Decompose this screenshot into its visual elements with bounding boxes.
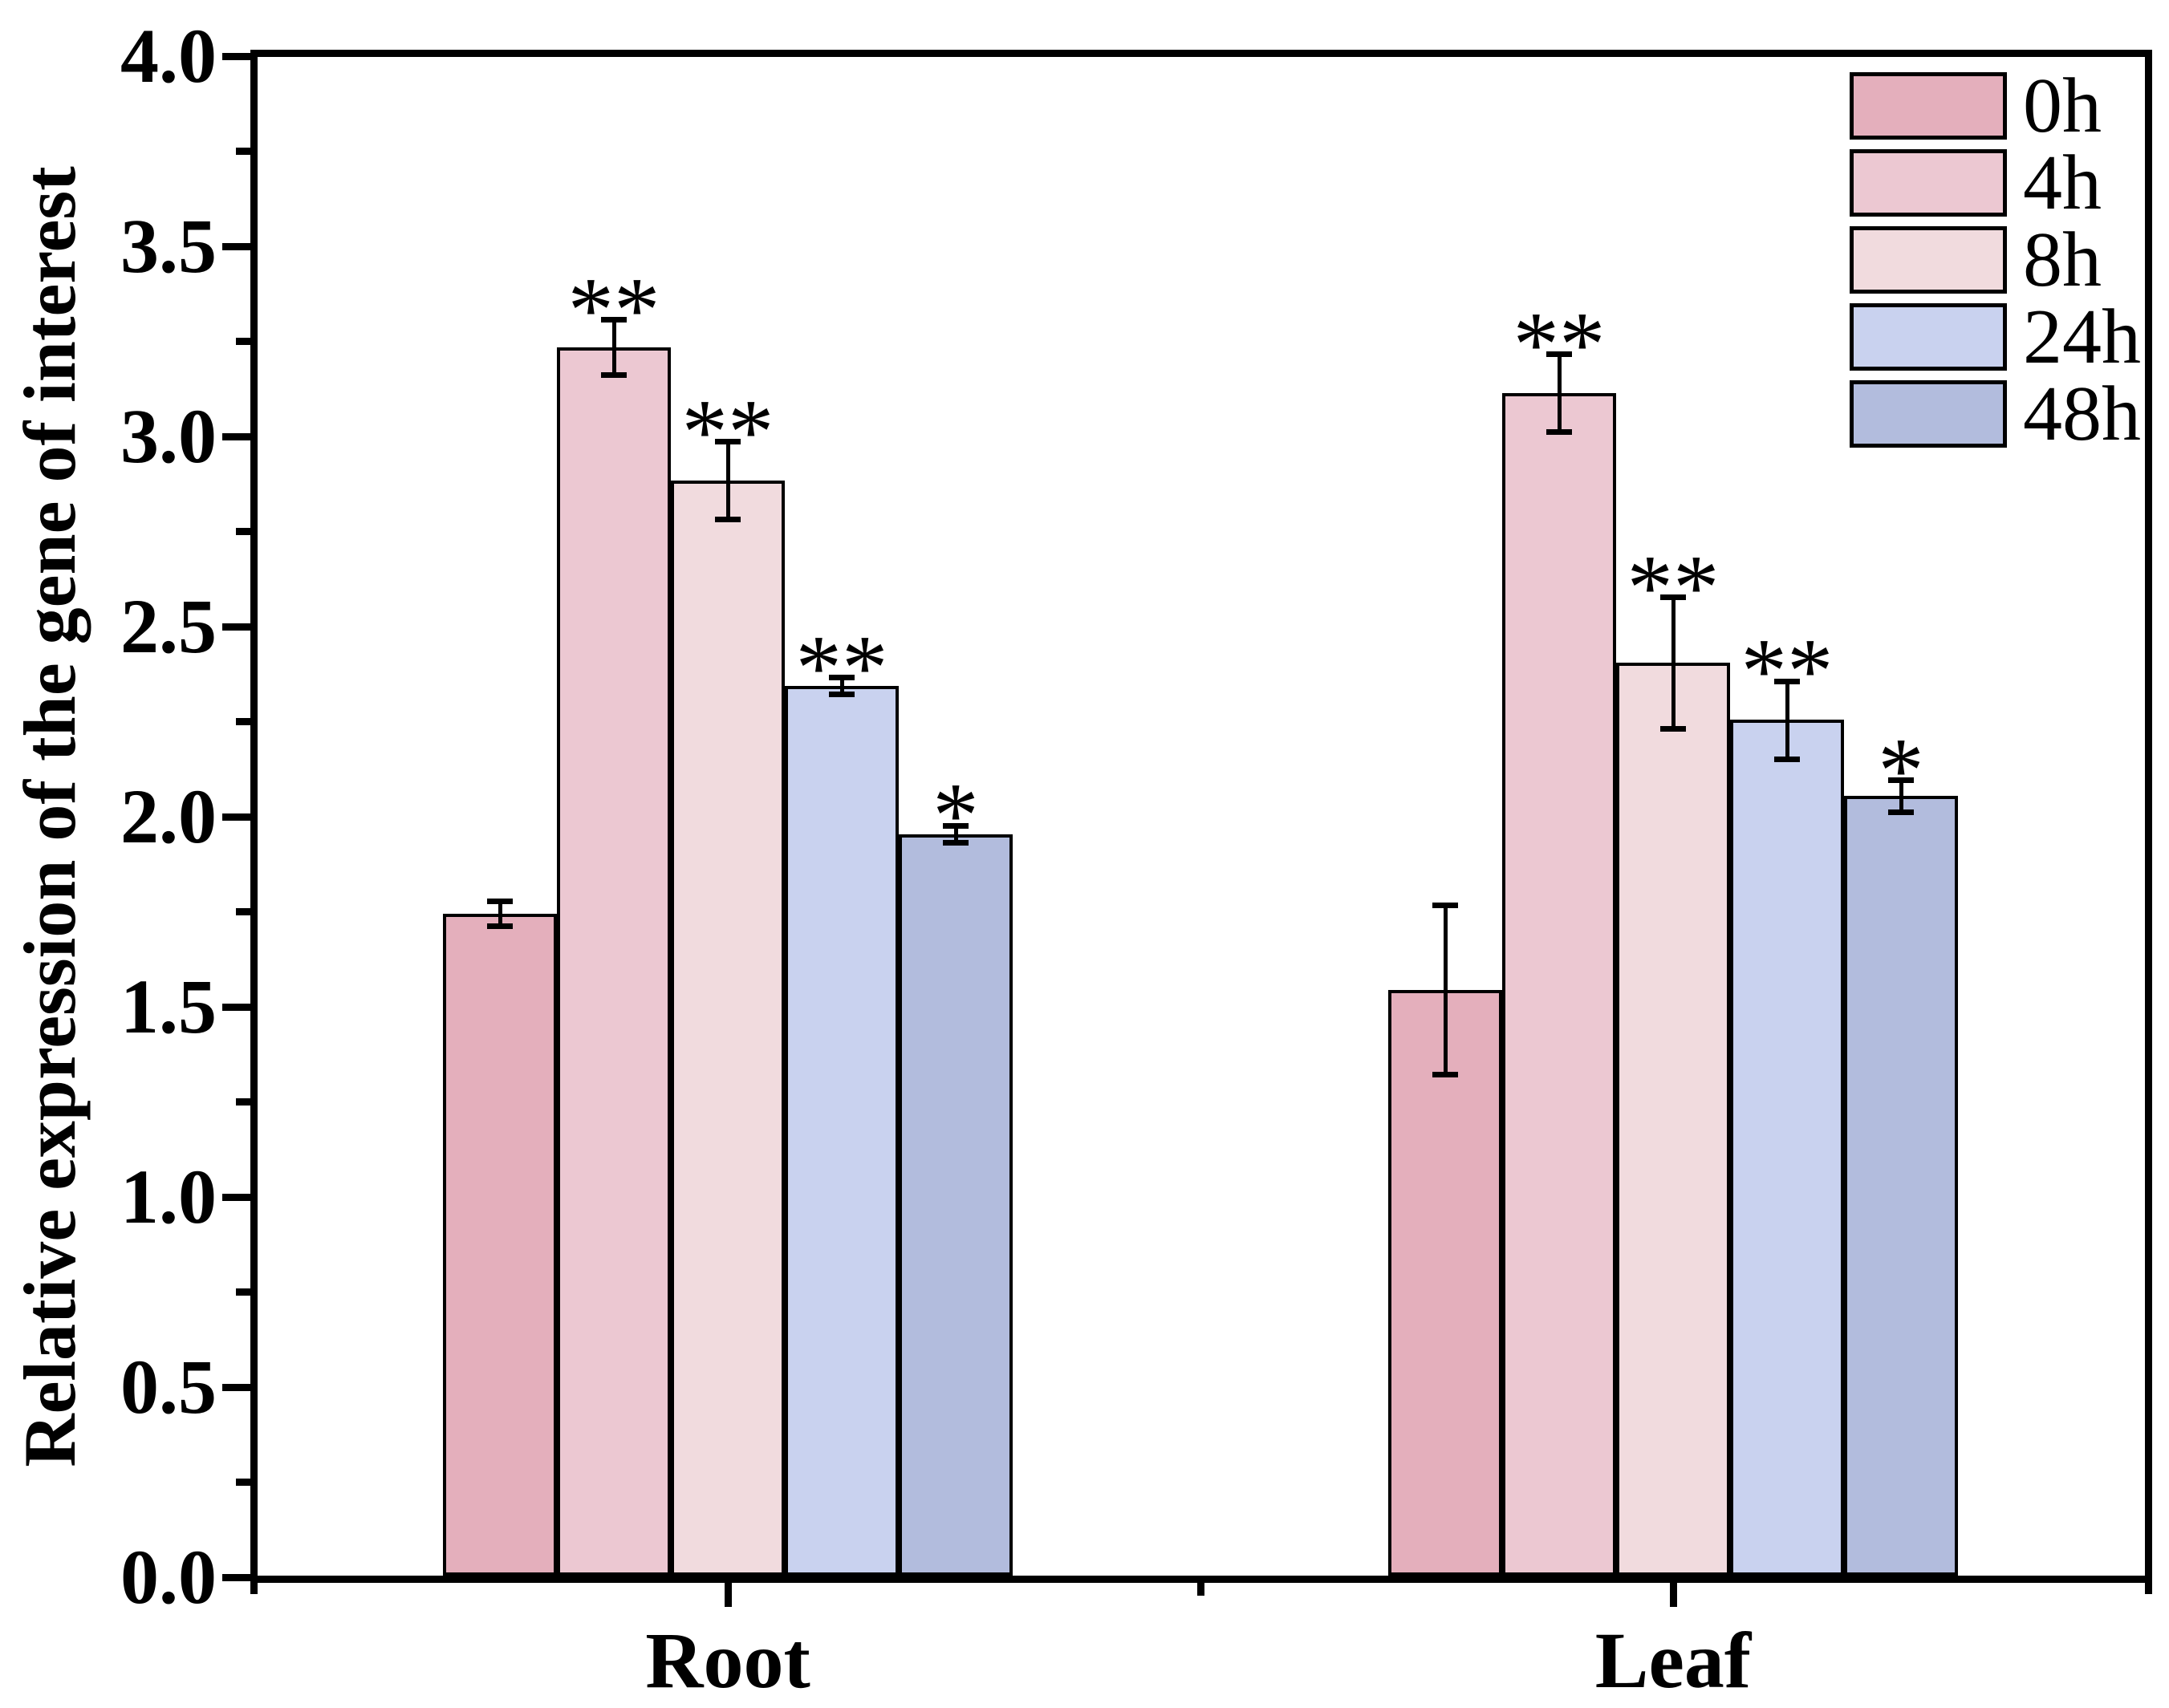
y-major-tick <box>222 1004 250 1011</box>
y-tick-label: 0.0 <box>120 1534 217 1620</box>
significance-marker: ** <box>567 259 660 361</box>
legend-item-0h: 0h <box>1850 63 2169 149</box>
legend-label-24h: 24h <box>2023 294 2141 380</box>
error-bar-cap-bottom <box>829 692 855 697</box>
error-bar-cap-top <box>943 823 969 829</box>
legend-swatch-24h <box>1850 303 2007 371</box>
plot-area: ** ** ** * ** ** ** * <box>258 57 2145 1576</box>
y-minor-tick <box>236 1288 250 1296</box>
significance-marker: * <box>1878 720 1924 822</box>
significance-marker: ** <box>1513 294 1606 396</box>
legend-label-4h: 4h <box>2023 140 2102 226</box>
bar-root-0h <box>443 914 557 1576</box>
bar-leaf-24h <box>1730 720 1844 1576</box>
error-bar-cap-bottom <box>943 840 969 846</box>
error-bar-stem <box>1785 679 1789 762</box>
y-minor-tick <box>236 338 250 345</box>
error-bar-cap-top <box>601 317 627 323</box>
y-major-tick <box>222 433 250 440</box>
error-bar-stem <box>1899 777 1903 815</box>
error-bar-cap-bottom <box>1546 429 1572 435</box>
y-major-tick <box>222 1194 250 1201</box>
significance-marker: ** <box>1627 537 1720 639</box>
y-minor-tick <box>236 1098 250 1106</box>
error-bar-stem <box>1671 594 1675 732</box>
error-bar-cap-top <box>715 439 741 444</box>
y-tick-label: 3.0 <box>120 393 217 479</box>
x-category-label-root: Root <box>645 1616 810 1705</box>
y-major-tick <box>222 813 250 821</box>
significance-marker: ** <box>1740 620 1834 722</box>
error-bar-stem <box>498 899 502 929</box>
y-minor-tick <box>236 908 250 915</box>
error-bar-cap-top <box>1432 903 1458 908</box>
bar-leaf-48h <box>1844 796 1958 1576</box>
y-major-tick <box>222 1384 250 1391</box>
bar-root-24h <box>785 686 899 1576</box>
error-bar-stem <box>611 317 616 378</box>
y-major-tick <box>222 53 250 60</box>
legend-item-48h: 48h <box>1850 371 2169 457</box>
error-bar-cap-bottom <box>601 372 627 378</box>
legend-label-8h: 8h <box>2023 217 2102 303</box>
y-minor-tick <box>236 148 250 155</box>
bar-root-8h <box>671 481 785 1576</box>
error-bar-cap-bottom <box>1432 1072 1458 1077</box>
legend-item-8h: 8h <box>1850 217 2169 303</box>
y-tick-label: 2.0 <box>120 773 217 859</box>
error-bar-cap-bottom <box>1774 757 1800 762</box>
x-major-tick <box>725 1583 732 1607</box>
y-minor-tick <box>236 528 250 535</box>
significance-marker: ** <box>681 381 774 483</box>
bar-leaf-4h <box>1502 393 1616 1576</box>
x-category-label-leaf: Leaf <box>1594 1616 1752 1705</box>
bar-leaf-8h <box>1616 663 1730 1576</box>
y-major-tick <box>222 1574 250 1581</box>
error-bar-cap-bottom <box>487 923 513 929</box>
y-major-tick <box>222 623 250 631</box>
legend-swatch-8h <box>1850 226 2007 294</box>
y-tick-label: 4.0 <box>120 13 217 99</box>
y-tick-label: 3.5 <box>120 203 217 289</box>
error-bar-cap-bottom <box>1888 809 1914 815</box>
error-bar-cap-top <box>1546 351 1572 357</box>
error-bar-cap-bottom <box>1660 726 1686 732</box>
y-tick-label: 1.0 <box>120 1154 217 1239</box>
legend-label-48h: 48h <box>2023 371 2141 457</box>
legend-swatch-0h <box>1850 72 2007 140</box>
legend-item-24h: 24h <box>1850 294 2169 380</box>
error-bar-cap-top <box>1660 594 1686 600</box>
legend-label-0h: 0h <box>2023 63 2102 149</box>
y-major-tick <box>222 243 250 250</box>
y-tick-label: 1.5 <box>120 964 217 1049</box>
error-bar-stem <box>725 439 730 522</box>
error-bar-stem <box>1557 351 1562 435</box>
y-minor-tick <box>236 1479 250 1486</box>
legend-item-4h: 4h <box>1850 140 2169 226</box>
bar-root-4h <box>557 347 671 1576</box>
error-bar-cap-top <box>1888 777 1914 783</box>
error-bar-cap-top <box>487 899 513 904</box>
bar-root-48h <box>899 834 1013 1576</box>
error-bar-stem <box>839 675 844 697</box>
x-minor-tick <box>1197 1583 1204 1596</box>
y-tick-label: 0.5 <box>120 1344 217 1430</box>
bar-leaf-0h <box>1388 990 1502 1576</box>
error-bar-cap-top <box>1774 679 1800 684</box>
legend-swatch-4h <box>1850 149 2007 217</box>
x-corner-tick-right <box>2145 1583 2152 1594</box>
error-bar-cap-top <box>829 675 855 680</box>
significance-marker: * <box>932 765 979 866</box>
y-tick-label: 2.5 <box>120 583 217 669</box>
error-bar-cap-bottom <box>715 517 741 522</box>
x-major-tick <box>1670 1583 1677 1607</box>
x-corner-tick-left <box>250 1583 258 1594</box>
error-bar-stem <box>953 823 958 846</box>
legend-swatch-48h <box>1850 380 2007 448</box>
significance-marker: ** <box>795 617 888 719</box>
error-bar-stem <box>1443 903 1448 1077</box>
y-minor-tick <box>236 718 250 725</box>
